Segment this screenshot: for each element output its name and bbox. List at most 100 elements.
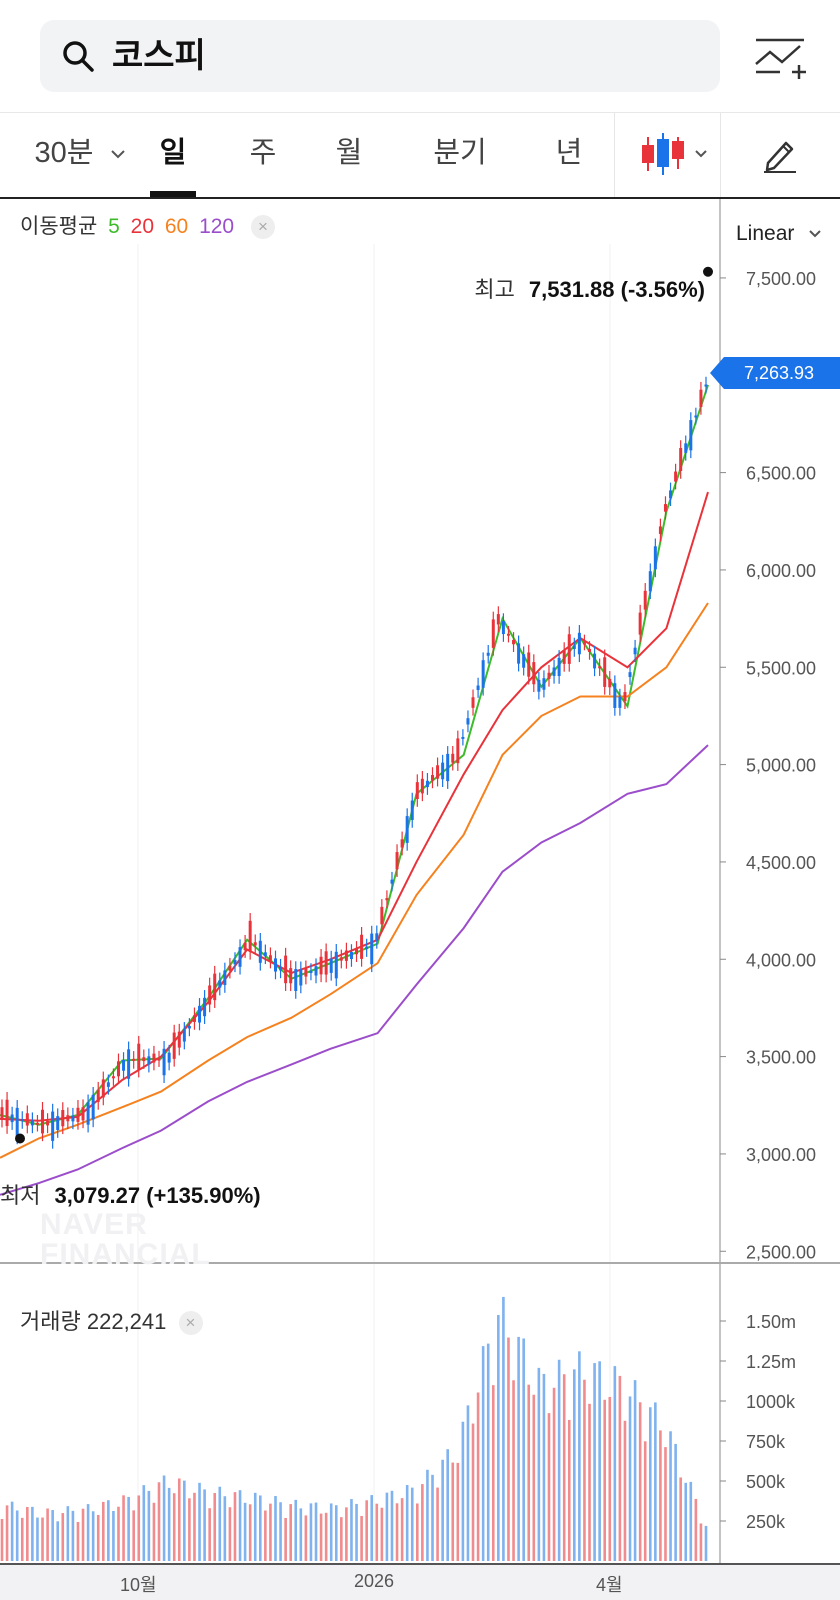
- tab-30min[interactable]: 30분: [30, 113, 130, 197]
- close-icon[interactable]: ×: [178, 1311, 203, 1336]
- volume-bar: [461, 1421, 465, 1561]
- volume-bar: [81, 1508, 85, 1561]
- candle-body: [603, 657, 607, 687]
- candle-body: [192, 1015, 196, 1022]
- volume-bar: [421, 1484, 424, 1561]
- volume-bar: [264, 1510, 267, 1561]
- candle-body: [643, 590, 647, 610]
- search-query[interactable]: 코스피: [112, 37, 206, 75]
- candle-body: [532, 662, 536, 685]
- add-compare-icon[interactable]: [752, 34, 808, 84]
- volume-bar: [142, 1485, 146, 1561]
- candle-body: [628, 672, 632, 678]
- candle-body: [572, 645, 576, 649]
- draw-tool-button[interactable]: [752, 113, 808, 197]
- candle-body: [537, 679, 541, 692]
- volume-bar: [674, 1443, 677, 1561]
- price-chart[interactable]: 7,500.007,000.006,500.006,000.005,500.00…: [0, 199, 840, 1563]
- volume-tick-label: 1.25m: [746, 1352, 796, 1372]
- time-axis[interactable]: 10월 2026 4월: [0, 1563, 840, 1600]
- candle-body: [542, 678, 546, 690]
- candle-body: [51, 1111, 55, 1141]
- chart-type-selector[interactable]: [636, 113, 712, 197]
- candle-body: [375, 933, 379, 941]
- candle-body: [248, 920, 252, 952]
- volume-bar: [304, 1515, 308, 1561]
- volume-bar: [71, 1510, 75, 1561]
- volume-bar: [137, 1495, 141, 1561]
- volume-bar: [547, 1413, 551, 1561]
- volume-bar: [177, 1478, 181, 1561]
- candle-body: [365, 946, 369, 950]
- volume-bar: [598, 1361, 601, 1561]
- volume-bar: [517, 1336, 520, 1561]
- volume-bar: [223, 1496, 227, 1561]
- candle-body: [415, 782, 419, 800]
- volume-bar: [253, 1492, 257, 1561]
- volume-bar: [259, 1495, 262, 1561]
- volume-bar: [370, 1495, 374, 1561]
- low-value: 3,079.27 (+135.90%): [54, 1183, 261, 1208]
- chevron-down-icon: [110, 150, 125, 159]
- volume-bar: [269, 1503, 272, 1561]
- candle-body: [101, 1079, 105, 1098]
- watermark-line: NAVER: [40, 1208, 148, 1241]
- price-tick-label: 5,000.00: [746, 756, 816, 776]
- search-bar[interactable]: 코스피: [40, 20, 720, 92]
- volume-bar: [654, 1402, 657, 1561]
- volume-bar: [608, 1396, 612, 1561]
- volume-bar: [491, 1385, 495, 1561]
- volume-bar: [552, 1387, 556, 1561]
- candle-body: [111, 1076, 115, 1079]
- candle-body: [496, 614, 500, 625]
- volume-bar: [107, 1500, 110, 1561]
- volume-bar: [198, 1482, 201, 1561]
- volume-bar: [324, 1512, 328, 1561]
- tab-week[interactable]: 주: [249, 137, 277, 169]
- volume-bar: [101, 1501, 105, 1561]
- candle-body: [279, 966, 283, 971]
- volume-bar: [36, 1517, 39, 1561]
- close-icon[interactable]: ×: [250, 215, 275, 240]
- scale-mode-selector[interactable]: Linear: [736, 222, 822, 246]
- active-tab-indicator: [150, 191, 196, 197]
- volume-bar: [31, 1506, 34, 1561]
- candle-body: [623, 692, 627, 702]
- chevron-down-icon: [695, 150, 707, 158]
- volume-bar: [56, 1521, 60, 1561]
- price-tick-label: 3,000.00: [746, 1145, 816, 1165]
- volume-bar: [355, 1503, 358, 1561]
- candle-body: [152, 1053, 156, 1063]
- volume-legend-value: 222,241: [86, 1309, 167, 1334]
- volume-legend[interactable]: 거래량 222,241 ×: [20, 1307, 203, 1337]
- volume-bar: [456, 1462, 460, 1561]
- volume-bar: [15, 1510, 19, 1561]
- candle-body: [349, 951, 353, 960]
- volume-bar: [26, 1507, 29, 1561]
- candle-body: [446, 753, 450, 782]
- moving-average-legend[interactable]: 이동평균 5 20 60 120 ×: [20, 212, 280, 242]
- volume-bar: [405, 1485, 409, 1561]
- volume-bar: [694, 1498, 698, 1561]
- ma-legend-20: 20: [130, 215, 155, 238]
- candle-body: [198, 1005, 202, 1023]
- volume-bar: [274, 1496, 277, 1561]
- tab-year[interactable]: 년: [555, 137, 583, 169]
- candle-body: [20, 1119, 24, 1122]
- tab-day[interactable]: 일: [159, 137, 187, 169]
- volume-bar: [86, 1504, 90, 1561]
- candle-body: [71, 1115, 75, 1122]
- tab-quarter[interactable]: 분기: [433, 137, 487, 169]
- volume-bar: [664, 1447, 667, 1561]
- volume-bar: [5, 1505, 9, 1561]
- volume-bar: [512, 1380, 515, 1561]
- volume-bar: [481, 1346, 485, 1561]
- candle-body: [15, 1107, 19, 1137]
- candle-body: [339, 957, 343, 961]
- pencil-icon: [764, 142, 796, 174]
- candle-body: [633, 647, 637, 655]
- tab-month[interactable]: 월: [335, 137, 363, 169]
- candle-body: [116, 1061, 120, 1077]
- candle-body: [10, 1114, 14, 1123]
- candle-body: [451, 753, 455, 763]
